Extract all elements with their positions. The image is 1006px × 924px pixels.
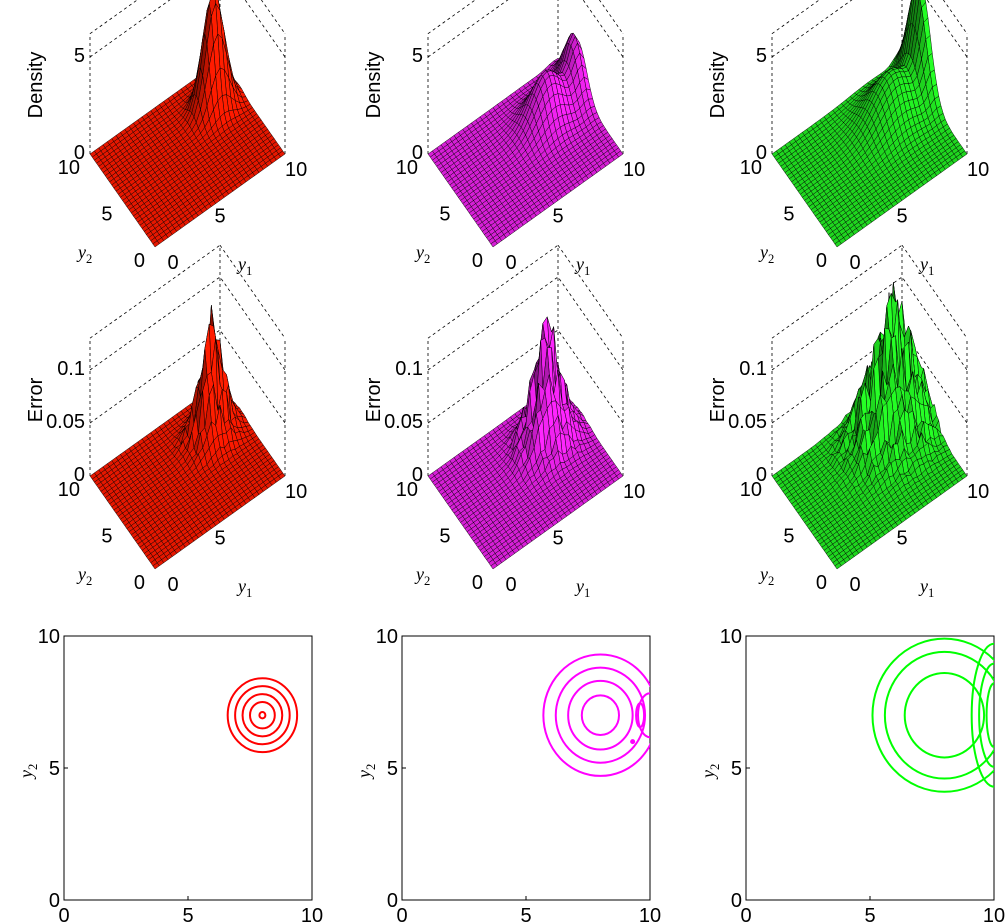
y1-tick-label: 10 (285, 159, 307, 181)
z-gridline (89, 276, 286, 371)
z-axis-label: Error (363, 377, 385, 422)
y2-axis-label: y2 (76, 242, 92, 266)
y1-tick-label: 5 (214, 206, 225, 228)
y1-axis-label: y1 (918, 254, 934, 278)
z-gridline (89, 0, 286, 58)
y2-axis-label: y2 (414, 564, 430, 588)
y2-tick-label: 0 (816, 250, 827, 272)
z-tick-label: 5 (412, 45, 423, 67)
y1-tick-label: 5 (552, 528, 563, 550)
y1-tick-label: 0 (849, 252, 860, 274)
y2-tick-label: 5 (101, 204, 112, 226)
y1-axis-label: y1 (236, 576, 252, 600)
y2-tick-label: 5 (439, 204, 450, 226)
y1-tick-label: 10 (967, 159, 989, 181)
surface-mesh (771, 282, 968, 570)
surface-mesh (89, 0, 286, 248)
y1-tick-label: 5 (552, 206, 563, 228)
y1-axis-label: y1 (574, 576, 590, 600)
y2-tick-label: 10 (740, 157, 762, 179)
y1-tick-label: 10 (285, 481, 307, 503)
y2-tick-label: 0 (472, 250, 483, 272)
back-edge (771, 0, 820, 35)
y2-tick-label: 0 (134, 572, 145, 594)
y1-tick-label: 10 (623, 481, 645, 503)
y1-tick-label: 5 (896, 206, 907, 228)
z-gridline (771, 0, 968, 58)
z-tick-label: 0.1 (395, 358, 423, 380)
surface-mesh (89, 305, 286, 570)
back-edge (771, 244, 903, 339)
back-edge (89, 0, 138, 35)
surface-mesh (427, 316, 624, 570)
surface-mesh (427, 32, 624, 248)
y2-tick-label: 5 (439, 526, 450, 548)
y2-tick-label: 0 (472, 572, 483, 594)
y2-axis-label: y2 (414, 242, 430, 266)
y2-axis-label: y2 (758, 242, 774, 266)
y2-tick-label: 10 (58, 157, 80, 179)
y2-tick-label: 10 (396, 157, 418, 179)
y2-tick-label: 10 (58, 479, 80, 501)
z-tick-label: 5 (74, 45, 85, 67)
z-axis-label: Density (363, 52, 385, 119)
y1-axis-label: y1 (574, 254, 590, 278)
y1-tick-label: 10 (623, 159, 645, 181)
y2-tick-label: 0 (134, 250, 145, 272)
y1-tick-label: 5 (214, 528, 225, 550)
z-tick-label: 0.1 (57, 358, 85, 380)
y1-axis-label: y1 (236, 254, 252, 278)
z-tick-label: 0.05 (46, 411, 85, 433)
z-axis-label: Density (25, 52, 47, 119)
z-axis-label: Density (707, 52, 729, 119)
back-edge (557, 244, 624, 339)
z-axis-label: Error (25, 377, 47, 422)
z-gridline (427, 0, 624, 58)
back-edge (427, 0, 476, 35)
y1-tick-label: 0 (505, 574, 516, 596)
y2-tick-label: 5 (783, 204, 794, 226)
y1-tick-label: 0 (167, 574, 178, 596)
y1-tick-label: 0 (167, 252, 178, 274)
z-tick-label: 5 (756, 45, 767, 67)
surface-mesh (771, 0, 968, 248)
z-tick-label: 0.05 (384, 411, 423, 433)
back-edge (427, 244, 559, 339)
y2-tick-label: 10 (396, 479, 418, 501)
back-edge (260, 0, 286, 34)
back-edge (598, 0, 624, 34)
y2-tick-label: 5 (101, 526, 112, 548)
y2-axis-label: y2 (76, 564, 92, 588)
back-edge (219, 244, 286, 339)
z-gridline (771, 276, 968, 371)
z-gridline (427, 276, 624, 371)
z-tick-label: 0 (74, 142, 85, 164)
y1-tick-label: 0 (505, 252, 516, 274)
back-edge (901, 244, 968, 339)
back-edge (89, 244, 221, 339)
surface-facet (152, 240, 160, 248)
